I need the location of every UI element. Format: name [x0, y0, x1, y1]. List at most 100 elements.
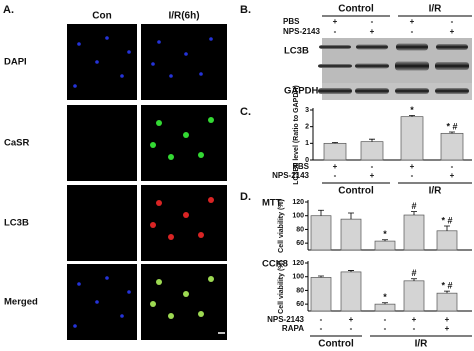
micrograph — [67, 24, 137, 100]
micrograph — [67, 105, 137, 181]
condition-label: PBS — [283, 17, 300, 26]
cell — [208, 117, 214, 123]
y-tick-label: 3 — [305, 107, 309, 114]
bar — [323, 142, 347, 161]
group-label: I/R — [429, 186, 443, 197]
band — [318, 88, 352, 94]
column-header: I/R(6h) — [168, 11, 199, 22]
annotation: * — [410, 105, 414, 115]
cell — [95, 300, 99, 304]
cell — [198, 232, 204, 238]
panel-label: B. — [240, 4, 251, 16]
cell — [198, 152, 204, 158]
bar — [440, 132, 464, 161]
condition-sign: - — [384, 324, 387, 333]
cell — [151, 62, 155, 66]
column-header: Con — [92, 11, 111, 22]
cell — [169, 74, 173, 78]
row-label: CaSR — [4, 138, 29, 149]
cell — [73, 324, 77, 328]
y-tick-label: 120 — [292, 199, 304, 206]
condition-sign: + — [333, 162, 338, 171]
condition-sign: + — [450, 27, 455, 36]
panel-label: D. — [240, 191, 251, 203]
bar — [360, 141, 384, 161]
y-tick-label: 60 — [296, 240, 304, 247]
band-label: LC3B — [284, 46, 309, 57]
error-bar — [444, 225, 450, 231]
condition-sign: + — [370, 27, 375, 36]
condition-sign: - — [451, 162, 454, 171]
condition-sign: - — [384, 315, 387, 324]
micrograph — [67, 185, 137, 261]
error-bar — [318, 275, 324, 278]
band-label: GAPDH — [284, 86, 318, 97]
bar — [400, 116, 424, 161]
band — [355, 88, 389, 94]
annotation: * — [383, 229, 387, 239]
y-tick-label: 80 — [296, 287, 304, 294]
condition-label: PBS — [293, 162, 310, 171]
cell — [156, 120, 162, 126]
y-axis-label: Cell viability (%) — [278, 199, 285, 253]
cell — [127, 290, 131, 294]
condition-sign: - — [411, 27, 414, 36]
y-axis-label: LC3BII level (Ratio to GAPDH) — [293, 85, 300, 185]
condition-sign: - — [413, 324, 416, 333]
condition-sign: - — [451, 17, 454, 26]
annotation: * — [383, 292, 387, 302]
cell — [208, 197, 214, 203]
condition-label: NPS-2143 — [272, 171, 309, 180]
y-tick-label: 100 — [292, 274, 304, 281]
condition-sign: + — [333, 17, 338, 26]
group-label: I/R — [415, 339, 429, 350]
cell — [156, 200, 162, 206]
band — [355, 63, 389, 69]
cell — [150, 222, 156, 228]
bar — [310, 215, 332, 251]
condition-sign: + — [412, 315, 417, 324]
condition-sign: + — [410, 17, 415, 26]
annotation: # — [411, 201, 416, 211]
error-bar — [382, 302, 388, 305]
panel-label: A. — [3, 4, 14, 16]
bar — [310, 277, 332, 312]
panel-label: C. — [240, 106, 251, 118]
error-bar — [369, 138, 375, 142]
cell — [120, 74, 124, 78]
y-axis-label: Cell viability (%) — [278, 260, 285, 314]
y-tick-label: 60 — [296, 301, 304, 308]
cell — [168, 313, 174, 319]
row-label: LC3B — [4, 218, 29, 229]
cell — [150, 142, 156, 148]
error-bar — [382, 239, 388, 242]
annotation: * # — [441, 280, 452, 290]
y-tick-label: 2 — [305, 124, 309, 131]
condition-sign: - — [320, 324, 323, 333]
cell — [183, 291, 189, 297]
cell — [183, 132, 189, 138]
band — [319, 45, 351, 49]
band — [356, 44, 388, 50]
group-label: I/R — [429, 4, 443, 15]
error-bar — [409, 115, 415, 117]
cell — [120, 314, 124, 318]
cell — [168, 154, 174, 160]
cell — [105, 276, 109, 280]
chart-title: CCK8 — [262, 259, 288, 270]
cell — [183, 212, 189, 218]
cell — [150, 301, 156, 307]
y-tick-label: 80 — [296, 226, 304, 233]
cell — [77, 42, 81, 46]
bar — [374, 240, 396, 251]
band — [396, 43, 428, 51]
error-bar — [348, 212, 354, 220]
cell — [184, 52, 188, 56]
error-bar — [449, 131, 455, 134]
y-tick-label: 0 — [305, 157, 309, 164]
error-bar — [411, 211, 417, 216]
bar — [403, 280, 425, 312]
band — [395, 61, 429, 71]
cell — [95, 60, 99, 64]
